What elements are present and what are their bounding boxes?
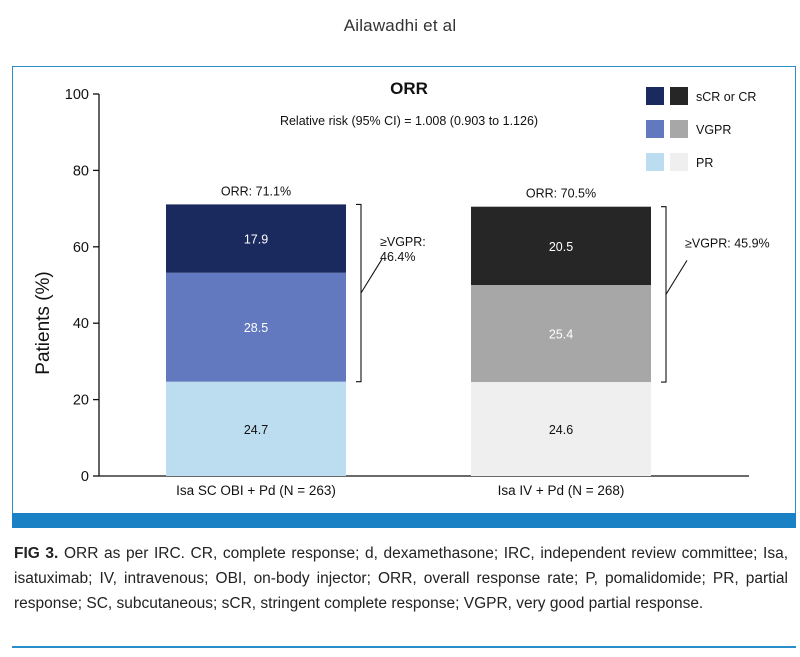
figure-bottom-bar [12,513,796,528]
bar-data-label: 17.9 [244,233,268,247]
x-category-label: Isa IV + Pd (N = 268) [498,483,625,498]
orr-total-label: ORR: 70.5% [526,187,596,201]
y-tick-label: 60 [73,240,89,256]
orr-stacked-bar-chart: ORR Relative risk (95% CI) = 1.008 (0.90… [33,79,770,498]
vgpr-bracket [356,203,362,383]
bar-segment-vgpr [471,285,651,383]
y-tick-label: 100 [65,87,89,103]
y-tick-label: 0 [81,469,89,485]
vgpr-leader-line [360,258,383,294]
legend-swatch-iv [670,153,688,171]
figure-frame: ORR Relative risk (95% CI) = 1.008 (0.90… [12,66,796,526]
legend-swatch-sc [646,87,664,105]
legend: sCR or CR VGPR PR [646,87,756,171]
bottom-rule [12,646,796,648]
y-axis-label: Patients (%) [33,271,54,374]
legend-label: sCR or CR [696,90,756,104]
legend-swatch-sc [646,153,664,171]
legend-label: PR [696,156,713,170]
chart-title: ORR [390,79,428,98]
bar-segment-scr-or-cr [166,204,346,273]
bar-data-label: 24.7 [244,423,268,437]
x-category-label: Isa SC OBI + Pd (N = 263) [176,483,336,498]
bars: 24.7 28.5 17.9 24.6 25.4 20.5 [166,204,651,476]
running-head: Ailawadhi et al [343,16,457,35]
bar-segment-pr [166,381,346,476]
caption-text: ORR as per IRC. CR, complete response; d… [14,545,788,612]
legend-label: VGPR [696,123,731,137]
figure-caption: FIG 3. ORR as per IRC. CR, complete resp… [14,541,788,616]
legend-swatch-iv [670,87,688,105]
vgpr-label-value: 46.4% [380,250,415,264]
vgpr-leader-line [665,260,688,295]
bar-segment-vgpr [166,272,346,382]
bar-data-label: 28.5 [244,321,268,335]
y-tick-label: 20 [73,393,89,409]
figure-label: FIG 3. [14,545,59,562]
bar-data-label: 25.4 [549,328,573,342]
bar-data-label: 20.5 [549,240,573,254]
y-tick-label: 40 [73,316,89,332]
annotations: ORR: 71.1% Isa SC OBI + Pd (N = 263) ≥VGPR… [176,184,770,498]
bar-segment-pr [471,382,651,476]
chart-subtitle: Relative risk (95% CI) = 1.008 (0.903 to… [280,114,538,128]
legend-swatch-iv [670,120,688,138]
vgpr-label: ≥VGPR: 45.9% [685,236,770,250]
vgpr-bracket [661,206,667,383]
vgpr-label: ≥VGPR: [380,235,426,249]
orr-total-label: ORR: 71.1% [221,184,291,198]
bar-data-label: 24.6 [549,423,573,437]
y-tick-label: 80 [73,163,89,179]
legend-swatch-sc [646,120,664,138]
bar-segment-scr-or-cr [471,206,651,285]
